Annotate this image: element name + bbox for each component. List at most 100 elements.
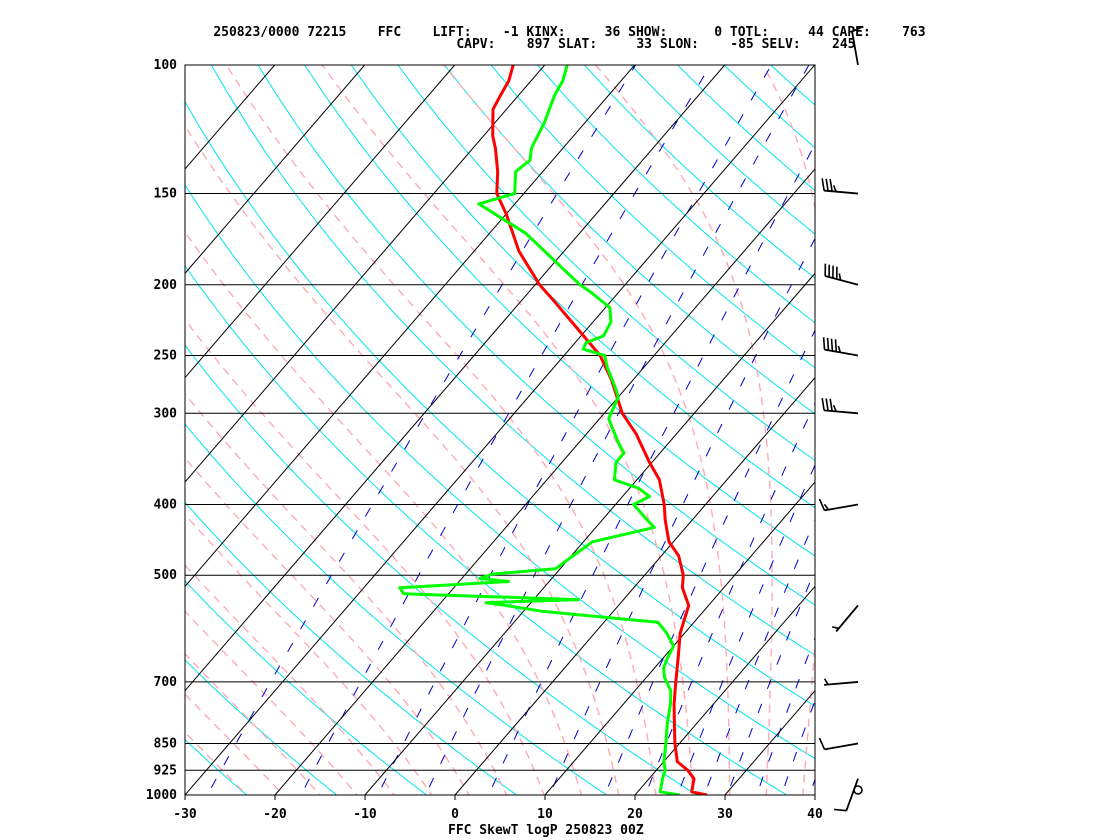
barb-full [834, 339, 838, 352]
dry-adiabat-line [185, 501, 518, 795]
isotherm-line [634, 585, 815, 795]
mixing-ratio-line [644, 401, 815, 795]
pressure-tick-label: 150 [154, 187, 178, 202]
isotherm-line [364, 272, 815, 795]
moist-adiabat-line [185, 392, 508, 795]
moist-adiabat-line [185, 124, 620, 795]
isotherm-line [185, 65, 726, 692]
mixing-ratio-line [377, 65, 772, 795]
dry-adiabat-line [537, 65, 815, 324]
isobars: 100 150 200 250 300 400 500 700 850 925 1000 [146, 58, 815, 803]
isotherm-line [185, 65, 815, 795]
wind-barb [818, 498, 859, 512]
barb-full [829, 178, 833, 192]
temperature-tick-label: -10 [353, 807, 377, 822]
header-capv: CAPV: 897 [456, 37, 551, 52]
wind-barb [824, 263, 859, 286]
temperature-tick-label: 40 [807, 807, 823, 822]
dry-adiabat-line [185, 580, 428, 795]
wind-barb [823, 678, 859, 686]
barb-full [829, 398, 833, 412]
pressure-tick-label: 400 [154, 498, 178, 513]
header-slon: SLON: -85 [659, 37, 754, 52]
barb-half [832, 404, 837, 412]
isotherms [0, 65, 815, 795]
barb-half [838, 273, 842, 281]
dry-adiabat-line [864, 65, 1120, 811]
wind-barbs [818, 25, 864, 812]
moist-adiabat-line [185, 731, 248, 795]
barb-staff [824, 681, 859, 686]
barb-full [821, 397, 825, 411]
wind-barb [833, 778, 859, 812]
barb-staff [824, 348, 859, 357]
barb-staff [845, 778, 859, 811]
moist-adiabat-line [185, 456, 470, 795]
barb-full [818, 498, 826, 511]
barb-full [822, 337, 826, 350]
isotherm-line [185, 65, 636, 588]
pressure-tick-label: 925 [154, 763, 177, 778]
dry-adiabat-line [770, 65, 815, 106]
isotherm-line [0, 65, 95, 795]
mixing-ratio-line [829, 65, 1120, 811]
barb-full [821, 178, 825, 191]
moist-adiabat-line [443, 65, 731, 795]
wind-barb [821, 178, 859, 195]
header-line-1: 250823/0000 72215 FFC LIFT: -1 KINX: 36 … [182, 10, 926, 55]
mixing-ratio-line [300, 65, 711, 795]
mixing-ratio-line [487, 143, 815, 795]
isotherm-line [185, 65, 276, 170]
plot-frame [184, 64, 816, 796]
header-stamp: 250823/0000 72215 [213, 25, 347, 40]
pressure-tick-label: 500 [154, 568, 178, 583]
header-slat: SLAT: 33 [558, 37, 652, 52]
barb-staff [824, 275, 859, 286]
mixing-ratio-line [549, 237, 815, 795]
dry-adiabat-line [583, 65, 815, 279]
barb-staff [851, 31, 859, 66]
moist-adiabat-line [185, 652, 322, 795]
barb-half [823, 678, 829, 685]
temperature-profile [491, 65, 708, 795]
dry-adiabat-line [817, 65, 1120, 811]
mixing-ratio-line [604, 329, 815, 795]
mixing-ratio-line [424, 65, 810, 795]
wind-barb [851, 25, 864, 66]
barb-half [832, 626, 839, 630]
dry-adiabat-line [185, 100, 815, 707]
barb-half [832, 185, 837, 192]
isotherm-line [274, 168, 815, 795]
temperature-tick-label: -30 [173, 807, 197, 822]
header-cape: CAPE: 763 [831, 25, 926, 40]
dry-adiabat-line [185, 184, 815, 760]
mixing-ratio-line [703, 518, 815, 795]
isotherm-line [185, 65, 366, 275]
profiles [398, 65, 708, 795]
barb-half [823, 503, 830, 511]
wind-barb [821, 397, 859, 415]
dewpoint-profile [398, 65, 681, 795]
isotherm-line [185, 65, 456, 379]
dry-adiabat-line [185, 264, 788, 795]
header-station: FFC [377, 25, 402, 40]
dry-adiabat-line [185, 659, 338, 795]
header-lift: LIFT: -1 [432, 25, 519, 40]
header-totl: TOTL: 44 [729, 25, 824, 40]
header-selv: SELV: 245 [761, 37, 856, 52]
barb-half [837, 345, 842, 353]
barb-full [825, 398, 829, 411]
axes: -30 -20 -10 0 10 20 30 40 [173, 64, 823, 822]
pressure-tick-label: 700 [154, 675, 178, 690]
moist-adiabat-line [185, 564, 396, 795]
temperature-tick-label: 20 [627, 807, 643, 822]
dry-adiabat-line [210, 65, 815, 656]
header-show: SHOW: 0 [628, 25, 723, 40]
moist-adiabat-line [185, 693, 285, 795]
dry-adiabat-line [185, 344, 698, 795]
dry-adiabat-line [350, 65, 815, 509]
wind-barb [832, 604, 859, 633]
temperature-tick-label: 30 [717, 807, 733, 822]
